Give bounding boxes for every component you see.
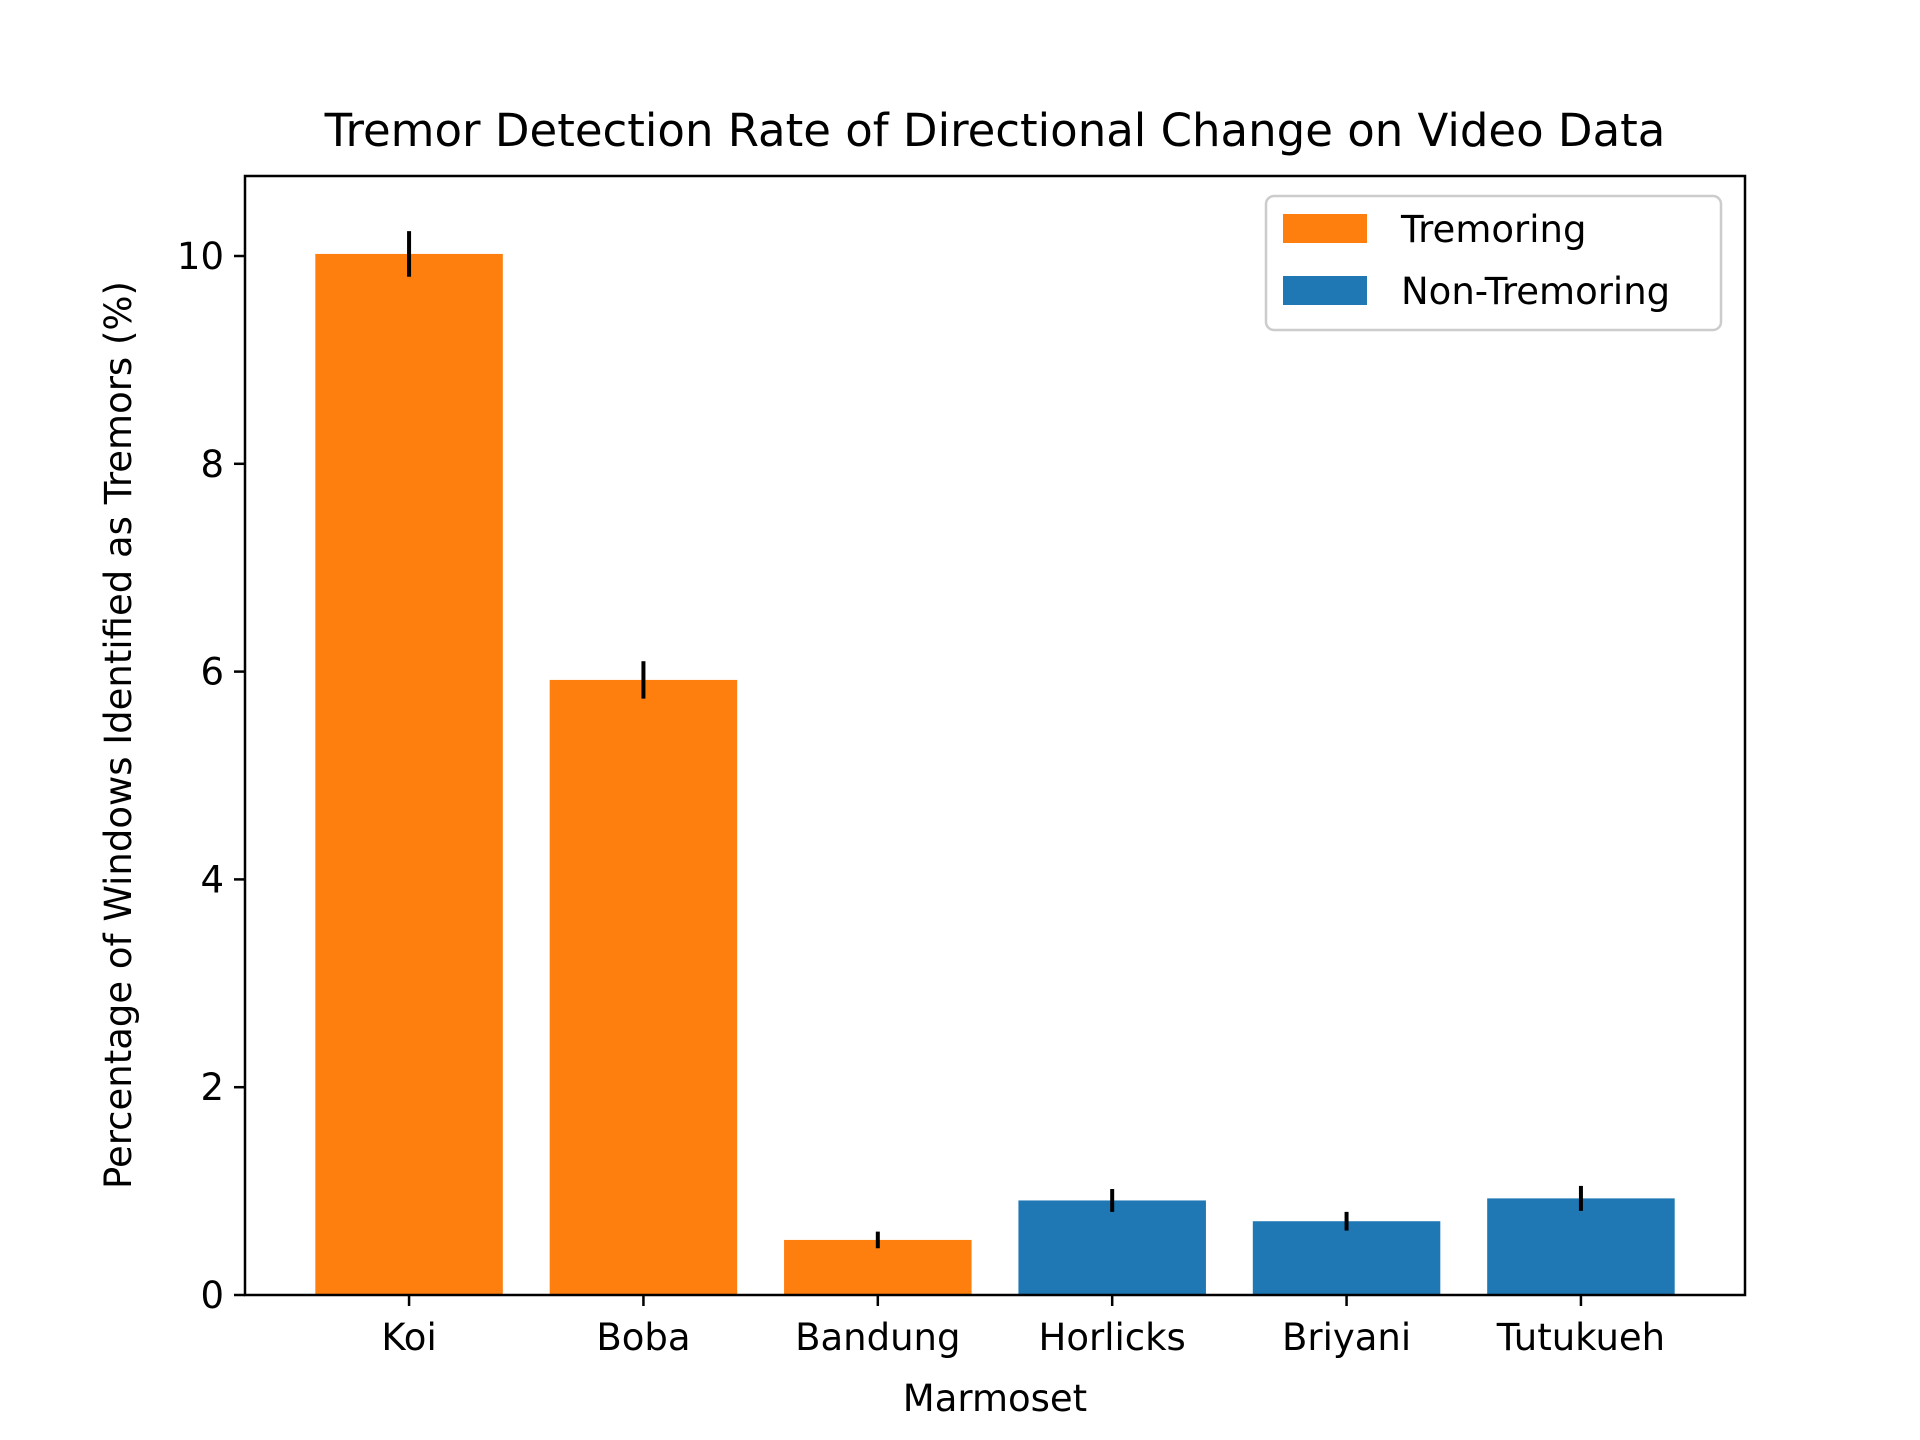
x-ticks-group: Koi Boba Bandung Horlicks Briyani Tutukueh xyxy=(381,1295,1665,1359)
x-tick-label-boba: Boba xyxy=(596,1316,690,1359)
y-ticks-group: 0 2 4 6 8 10 xyxy=(177,235,245,1317)
x-tick-label-koi: Koi xyxy=(381,1316,436,1359)
y-tick-label-10: 10 xyxy=(177,235,224,278)
legend-swatch-tremoring xyxy=(1283,214,1367,243)
x-tick-label-tutukueh: Tutukueh xyxy=(1496,1316,1665,1359)
bar-briyani xyxy=(1252,1221,1441,1295)
bar-koi xyxy=(315,253,503,1295)
y-tick-label-2: 2 xyxy=(200,1066,224,1109)
y-tick-label-4: 4 xyxy=(200,858,224,901)
legend-frame xyxy=(1264,194,1723,332)
error-bars-group xyxy=(407,231,1583,1249)
bars-group xyxy=(315,253,1675,1295)
plot-frame xyxy=(243,174,1747,1297)
x-tick-label-briyani: Briyani xyxy=(1282,1316,1411,1359)
legend-label-tremoring: Tremoring xyxy=(1400,208,1586,251)
legend: Tremoring Non-Tremoring xyxy=(1264,194,1723,332)
bar-horlicks xyxy=(1018,1200,1206,1295)
legend-swatch-non-tremoring xyxy=(1283,276,1367,305)
bar-boba xyxy=(549,679,738,1295)
y-tick-label-6: 6 xyxy=(200,651,224,694)
y-tick-label-8: 8 xyxy=(200,443,224,486)
y-axis-label: Percentage of Windows Identified as Trem… xyxy=(97,281,140,1189)
x-tick-label-bandung: Bandung xyxy=(795,1316,960,1359)
y-tick-label-0: 0 xyxy=(200,1274,224,1317)
x-axis-label: Marmoset xyxy=(903,1377,1087,1420)
bar-tutukueh xyxy=(1487,1198,1675,1295)
chart-title: Tremor Detection Rate of Directional Cha… xyxy=(324,104,1666,157)
bar-bandung xyxy=(784,1239,972,1295)
x-tick-label-horlicks: Horlicks xyxy=(1039,1316,1186,1359)
legend-label-non-tremoring: Non-Tremoring xyxy=(1401,270,1670,313)
